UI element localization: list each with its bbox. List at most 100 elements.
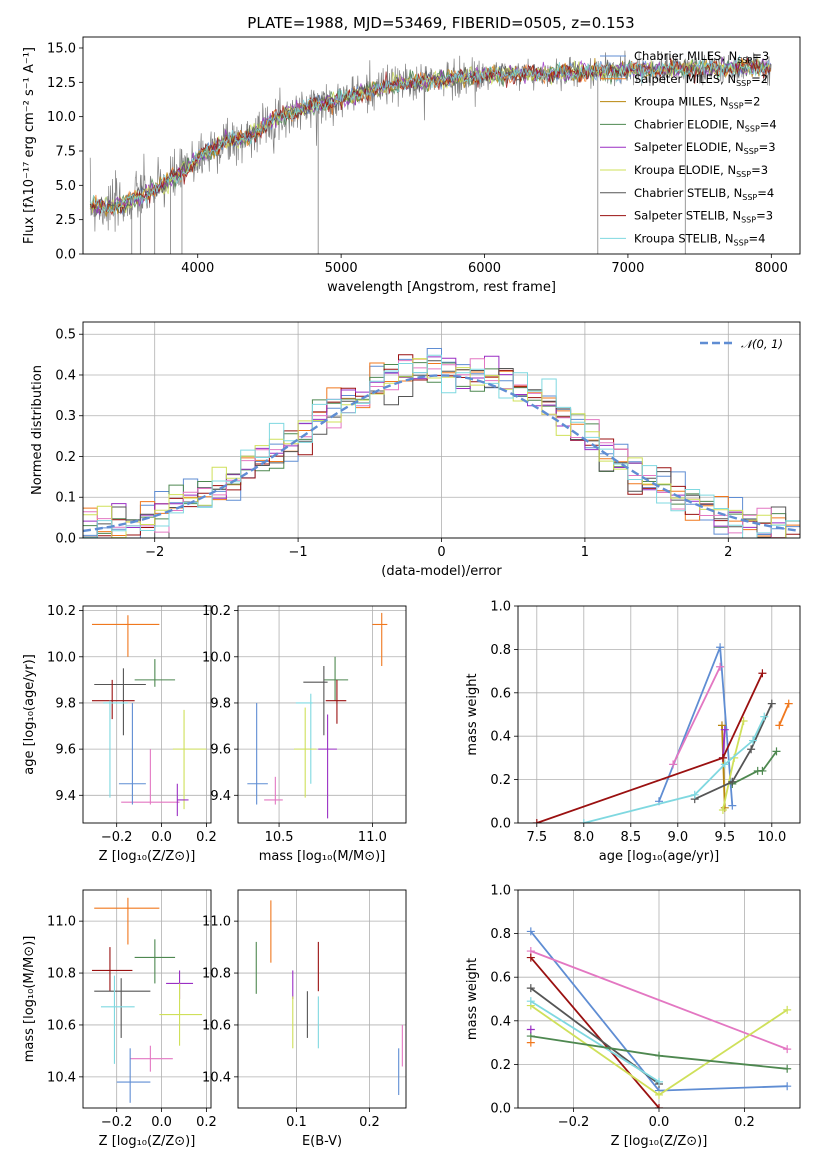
error-bar-point bbox=[118, 702, 146, 805]
weight-marker bbox=[728, 777, 737, 786]
y-axis-label: age [log₁₀(age/yr)] bbox=[22, 654, 37, 775]
x-tick-label: 9.0 bbox=[667, 830, 688, 845]
legend-text: Kroupa ELODIE, N bbox=[634, 163, 736, 177]
model-spectrum bbox=[89, 54, 771, 216]
legend-text: Chabrier ELODIE, N bbox=[634, 117, 745, 131]
plot-area bbox=[255, 900, 403, 1096]
x-tick-label: 0 bbox=[437, 545, 445, 560]
weight-marker bbox=[783, 1045, 792, 1054]
weight-marker bbox=[655, 1104, 663, 1108]
model-spectrum bbox=[89, 57, 771, 216]
error-bar-point bbox=[134, 659, 176, 687]
axes-frame bbox=[82, 36, 801, 255]
y-axis-label: Normed distribution bbox=[30, 365, 45, 495]
legend-subscript: SSP bbox=[736, 79, 751, 88]
error-bar-point bbox=[91, 679, 135, 720]
error-bar-point bbox=[121, 749, 180, 805]
y-tick-label: 0.5 bbox=[55, 328, 76, 343]
axes-frame bbox=[237, 605, 407, 824]
error-bar-point bbox=[91, 615, 160, 657]
weight-marker bbox=[760, 712, 769, 721]
weight-marker bbox=[784, 699, 793, 708]
error-bar-point bbox=[372, 612, 388, 667]
legend-subscript: SSP bbox=[742, 193, 757, 202]
y-tick-label: 0.4 bbox=[490, 730, 511, 745]
x-tick-label: 2 bbox=[724, 545, 732, 560]
legend-suffix: =2 bbox=[751, 72, 768, 86]
legend-suffix: =3 bbox=[759, 140, 776, 154]
x-tick-label: 8000 bbox=[755, 261, 788, 276]
weight-series bbox=[526, 953, 663, 1108]
legend-entry: Chabrier ELODIE, NSSP=4 bbox=[634, 117, 777, 133]
legend-text: Salpeter STELIB, N bbox=[634, 209, 741, 223]
y-tick-label: 10.4 bbox=[202, 1070, 231, 1085]
weight-line bbox=[530, 1000, 660, 1083]
chart-title: PLATE=1988, MJD=53469, FIBERID=0505, z=0… bbox=[247, 14, 634, 32]
axes-frame bbox=[237, 889, 407, 1109]
weight-series bbox=[775, 699, 793, 730]
x-tick-label: 8.0 bbox=[573, 830, 594, 845]
error-bar-point bbox=[264, 776, 283, 805]
y-tick-label: 1.0 bbox=[490, 600, 511, 615]
weight-marker bbox=[717, 721, 726, 730]
error-bar-point bbox=[94, 668, 146, 736]
y-tick-label: 0.1 bbox=[55, 491, 76, 506]
error-bar-point bbox=[247, 702, 268, 805]
plot-area bbox=[91, 897, 203, 1103]
y-tick-label: 10.6 bbox=[202, 1018, 231, 1033]
weight-line bbox=[530, 950, 788, 1050]
legend-subscript: SSP bbox=[734, 238, 749, 247]
legend-entry: Salpeter ELODIE, NSSP=3 bbox=[634, 140, 776, 156]
x-tick-label: −2 bbox=[145, 545, 164, 560]
legend-suffix: =4 bbox=[760, 117, 777, 131]
plot-area bbox=[91, 615, 207, 817]
weight-marker bbox=[775, 721, 784, 730]
weight-marker bbox=[579, 819, 588, 823]
legend-entry: Salpeter MILES, NSSP=2 bbox=[634, 72, 768, 88]
y-tick-label: 9.8 bbox=[55, 696, 76, 711]
weight-marker bbox=[669, 760, 678, 769]
y-tick-label: 10.8 bbox=[47, 967, 76, 982]
weight-marker bbox=[720, 725, 729, 734]
weight-marker bbox=[728, 801, 737, 810]
legend-text: Chabrier MILES, N bbox=[634, 49, 737, 63]
legend-text: Salpeter ELODIE, N bbox=[634, 140, 744, 154]
x-tick-label: 7000 bbox=[611, 261, 644, 276]
y-axis-label: mass weight bbox=[465, 673, 480, 755]
legend-text: Salpeter MILES, N bbox=[634, 72, 736, 86]
panel-7: −0.2 0.0 0.2 0.0 0.2 0.4 0.6 0.8 1.0 Z [log₁₀(Z/Z… bbox=[465, 884, 801, 1149]
weight-marker bbox=[526, 927, 535, 936]
weight-marker bbox=[749, 736, 757, 745]
x-tick-label: 9.5 bbox=[714, 830, 735, 845]
weight-marker bbox=[783, 1005, 792, 1014]
x-axis-label: wavelength [Angstrom, rest frame] bbox=[327, 280, 556, 295]
legend-entry: Kroupa MILES, NSSP=2 bbox=[634, 95, 760, 111]
x-tick-label: 0.0 bbox=[151, 830, 172, 845]
x-tick-label: 8.5 bbox=[620, 830, 641, 845]
y-tick-label: 12.5 bbox=[47, 76, 76, 91]
y-tick-label: 11.0 bbox=[47, 915, 76, 930]
weight-series bbox=[526, 927, 792, 1095]
axes-frame bbox=[82, 605, 212, 824]
y-tick-label: 7.5 bbox=[55, 144, 76, 159]
legend-entry: Kroupa ELODIE, NSSP=3 bbox=[634, 163, 768, 179]
y-tick-label: 10.0 bbox=[202, 650, 231, 665]
y-tick-label: 11.0 bbox=[202, 915, 231, 930]
weight-series bbox=[579, 712, 769, 823]
weight-line bbox=[583, 716, 766, 823]
panel-6: 0.1 0.2 10.4 10.6 10.8 11.0 E(B-V) bbox=[202, 889, 407, 1149]
legend-suffix: =4 bbox=[757, 186, 774, 200]
y-axis-label: Flux [fλ10⁻¹⁷ erg cm⁻² s⁻¹ A⁻¹] bbox=[22, 47, 37, 244]
x-tick-label: 0.2 bbox=[359, 1115, 380, 1130]
axes-frame bbox=[517, 605, 801, 824]
y-tick-label: 0.2 bbox=[490, 773, 511, 788]
weight-marker bbox=[526, 953, 535, 962]
error-bar-point bbox=[295, 693, 313, 784]
error-bar-point bbox=[172, 709, 207, 810]
x-tick-label: 0.0 bbox=[151, 1115, 172, 1130]
y-tick-label: 0.0 bbox=[55, 248, 76, 263]
weight-marker bbox=[758, 669, 767, 678]
weight-marker bbox=[767, 699, 776, 708]
x-tick-label: −0.2 bbox=[101, 1115, 133, 1130]
